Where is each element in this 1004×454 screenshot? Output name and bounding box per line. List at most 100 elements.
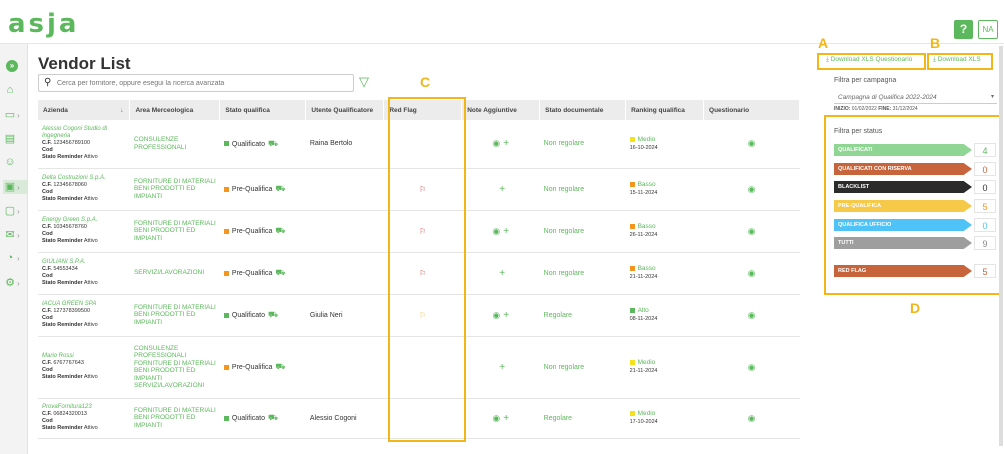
sidebar-item-settings[interactable]: ⚙ › bbox=[3, 276, 27, 290]
truck-icon[interactable]: ⛟ bbox=[275, 184, 286, 193]
column-header-stato[interactable]: Stato qualifica bbox=[219, 100, 307, 120]
flag-icon[interactable]: ⚐ bbox=[419, 310, 427, 320]
table-row[interactable]: Mario Rossi C.F. 6767767643 Cod Stato Re… bbox=[38, 336, 800, 399]
eye-icon[interactable]: ◉ bbox=[747, 267, 756, 278]
column-header-utente[interactable]: Utente Qualificatore bbox=[305, 100, 385, 120]
table-row[interactable]: Alessio Cogoni Studio di Ingegneria C.F.… bbox=[38, 120, 800, 169]
status-filter-qualifica-ufficio[interactable]: QUALIFICA UFFICIO bbox=[834, 219, 972, 231]
vendor-name-link[interactable]: Mario Rossi bbox=[42, 353, 74, 359]
download-xls-button[interactable]: ⤓ Download XLS bbox=[933, 56, 981, 68]
search-box[interactable]: ⚲ bbox=[38, 74, 354, 92]
truck-icon[interactable]: ⛟ bbox=[267, 310, 279, 319]
truck-icon[interactable]: ⛟ bbox=[275, 226, 286, 235]
column-header-note[interactable]: Note Aggiuntive bbox=[461, 100, 541, 120]
table-row[interactable]: IACUA GREEN SPA C.F. 127378399500 Cod St… bbox=[38, 294, 800, 337]
sort-arrow-icon[interactable]: ↓ bbox=[120, 106, 124, 114]
table-row[interactable]: GIULIANI S.P.A. C.F. 54553434 Cod Stato … bbox=[38, 252, 800, 295]
flag-icon[interactable]: ⚐ bbox=[419, 184, 427, 194]
campaign-select[interactable]: Campagna di Qualifica 2022-2024 ▾ bbox=[834, 91, 997, 104]
status-square-icon bbox=[223, 364, 229, 370]
truck-icon[interactable]: ⛟ bbox=[275, 362, 286, 371]
table-row[interactable]: ProvaFornitura123 C.F. 06824320013 Cod S… bbox=[38, 398, 800, 439]
mail-icon: ✉ bbox=[5, 229, 15, 241]
ranking-level: Basso bbox=[637, 223, 656, 230]
cell-stato-doc: Non regolare bbox=[539, 210, 626, 253]
search-input[interactable] bbox=[57, 77, 347, 89]
download-xls-questionario-button[interactable]: ⤓ Download XLS Questionario bbox=[826, 56, 912, 68]
column-header-azienda[interactable]: Azienda ↓ bbox=[38, 100, 131, 120]
truck-icon[interactable]: ⛟ bbox=[267, 138, 279, 148]
truck-icon[interactable]: ⛟ bbox=[267, 413, 279, 422]
status-filter-qualificati[interactable]: QUALIFICATI bbox=[834, 144, 972, 156]
eye-icon[interactable]: ◉ bbox=[747, 225, 756, 236]
sidebar-item-chart[interactable]: ◔ › bbox=[3, 252, 27, 266]
eye-icon[interactable]: ◉ bbox=[492, 309, 501, 320]
annotation-letter-c: C bbox=[420, 74, 431, 90]
plus-icon[interactable]: + bbox=[499, 361, 506, 373]
cell-stato: Qualificato ⛟ bbox=[219, 120, 306, 169]
status-filter-pre-qualifica[interactable]: PRE-QUALIFICA bbox=[834, 200, 972, 212]
cell-area: FORNITURE DI MATERIALI BENI PRODOTTI ED … bbox=[129, 294, 220, 337]
eye-icon[interactable]: ◉ bbox=[747, 138, 756, 149]
sidebar-item-mail[interactable]: ✉ › bbox=[3, 228, 27, 242]
plus-icon[interactable]: + bbox=[503, 225, 510, 237]
scrollbar[interactable] bbox=[999, 46, 1003, 446]
cell-note: ◉ + bbox=[461, 120, 540, 169]
flag-icon[interactable]: ⚐ bbox=[419, 268, 427, 278]
sidebar-item-briefcase[interactable]: ▤ bbox=[3, 132, 27, 146]
eye-icon[interactable]: ◉ bbox=[747, 309, 756, 320]
plus-icon[interactable]: + bbox=[503, 412, 510, 424]
vendor-name-link[interactable]: ProvaFornitura123 bbox=[42, 404, 92, 410]
column-header-red-flag[interactable]: Red Flag bbox=[383, 100, 463, 120]
eye-icon[interactable]: ◉ bbox=[747, 412, 756, 423]
status-filter-qualificati-con-riserva[interactable]: QUALIFICATI CON RISERVA bbox=[834, 163, 972, 175]
eye-icon[interactable]: ◉ bbox=[747, 183, 756, 194]
eye-icon[interactable]: ◉ bbox=[747, 361, 756, 372]
vendor-name-link[interactable]: IACUA GREEN SPA bbox=[42, 301, 97, 307]
truck-icon[interactable]: ⛟ bbox=[275, 268, 286, 277]
stato-label: Pre-Qualifica bbox=[231, 364, 273, 371]
sidebar-item-users[interactable]: ☺ bbox=[3, 156, 27, 170]
cell-questionario: ◉ bbox=[703, 398, 800, 439]
vendor-reminder: Stato Reminder Attivo bbox=[42, 196, 126, 203]
status-filter-tutti[interactable]: TUTTI bbox=[834, 237, 972, 249]
asja-logo[interactable]: asja bbox=[8, 9, 80, 39]
plus-icon[interactable]: + bbox=[503, 138, 510, 150]
vendor-name-link[interactable]: Alessio Cogoni Studio di Ingegneria bbox=[42, 126, 108, 140]
sidebar-item-contacts[interactable]: ▭ › bbox=[3, 108, 27, 122]
column-header-area[interactable]: Area Merceologica bbox=[129, 100, 221, 120]
cell-questionario: ◉ bbox=[703, 120, 800, 169]
status-filter-red-flag[interactable]: RED FLAG bbox=[834, 265, 972, 277]
help-button[interactable]: ? bbox=[954, 20, 973, 39]
cell-note: ◉ + bbox=[461, 294, 540, 337]
filter-icon[interactable]: ▽ bbox=[359, 74, 369, 89]
reminder-value: Attivo bbox=[83, 196, 98, 202]
cod-label: Cod bbox=[42, 418, 53, 424]
vendor-name-link[interactable]: Delta Costruzioni S.p.A. bbox=[42, 175, 106, 181]
table-row[interactable]: Delta Costruzioni S.p.A. C.F. 1234567806… bbox=[38, 168, 800, 211]
user-avatar[interactable]: NA bbox=[978, 20, 998, 39]
flag-icon[interactable]: ⚐ bbox=[419, 226, 427, 236]
table-row[interactable]: Energy Green S.p.A. C.F. 10345678760 Cod… bbox=[38, 210, 800, 253]
sidebar-item-vendors[interactable]: ▣ › bbox=[3, 180, 27, 194]
ranking-level: Basso bbox=[637, 265, 656, 272]
eye-icon[interactable]: ◉ bbox=[492, 412, 501, 423]
eye-icon[interactable]: ◉ bbox=[492, 225, 501, 236]
column-header-stato-doc[interactable]: Stato documentale bbox=[539, 100, 627, 120]
column-header-ranking[interactable]: Ranking qualifica bbox=[625, 100, 705, 120]
vendor-name-link[interactable]: Energy Green S.p.A. bbox=[42, 217, 98, 223]
plus-icon[interactable]: + bbox=[499, 267, 506, 279]
expand-sidebar-icon[interactable]: » bbox=[6, 60, 18, 72]
column-header-questionario[interactable]: Questionario bbox=[703, 100, 800, 120]
plus-icon[interactable]: + bbox=[499, 183, 506, 195]
eye-icon[interactable]: ◉ bbox=[492, 138, 501, 149]
sidebar-item-folder[interactable]: ▢ › bbox=[3, 204, 27, 218]
vendor-name-link[interactable]: GIULIANI S.P.A. bbox=[42, 259, 86, 265]
cell-stato: Pre-Qualifica ⛟ bbox=[219, 210, 306, 253]
plus-icon[interactable]: + bbox=[503, 309, 510, 321]
vendor-reminder: Stato Reminder Attivo bbox=[42, 280, 126, 287]
home-icon[interactable]: ⌂ bbox=[6, 84, 14, 96]
vendor-reminder: Stato Reminder Attivo bbox=[42, 238, 126, 245]
page-title: Vendor List bbox=[38, 54, 131, 73]
status-filter-blacklist[interactable]: BLACKLIST bbox=[834, 181, 972, 193]
